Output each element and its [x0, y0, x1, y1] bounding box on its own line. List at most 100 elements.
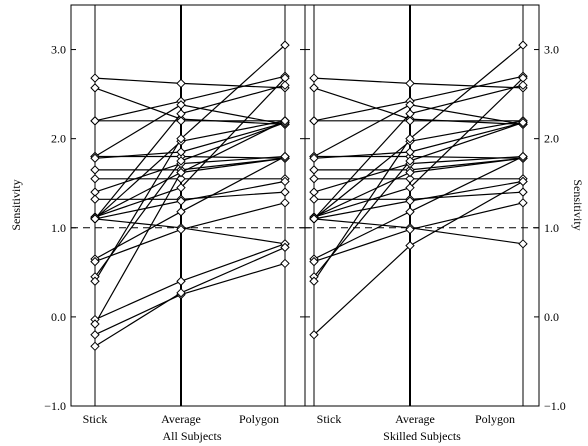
subject-line — [313, 202, 524, 263]
subject-line — [313, 122, 524, 159]
data-point — [90, 83, 100, 93]
y-tick-label: 0.0 — [51, 310, 66, 324]
data-point — [90, 153, 100, 163]
y-axis-title-left: Sensitivity — [9, 179, 23, 230]
left-panel: −1.0 0.0 1.0 2.0 3.0 Stick Average Polygon All … — [44, 4, 306, 443]
left-panel-data: Stick Average Polygon All Subjects — [71, 5, 305, 443]
data-point — [90, 330, 100, 340]
subject-line — [313, 180, 524, 220]
data-point — [405, 196, 415, 206]
data-point — [405, 156, 415, 166]
panel-label: Skilled Subjects — [383, 429, 461, 443]
data-point — [309, 165, 319, 175]
data-point — [280, 242, 290, 253]
data-point — [176, 224, 186, 235]
data-point — [518, 198, 528, 208]
data-point — [176, 147, 186, 157]
data-point — [176, 276, 186, 286]
subject-line — [94, 218, 286, 245]
subject-line — [94, 157, 286, 218]
data-point — [176, 167, 186, 178]
data-point — [405, 147, 415, 157]
data-point — [309, 214, 319, 224]
data-point — [90, 341, 100, 352]
data-point — [176, 78, 186, 89]
y-tick-label: 3.0 — [51, 43, 66, 57]
subject-line — [313, 157, 524, 218]
subject-line — [94, 202, 286, 263]
data-point — [309, 73, 319, 83]
data-point — [405, 240, 415, 251]
data-point — [405, 167, 415, 178]
data-point — [518, 239, 528, 249]
data-point — [90, 256, 100, 267]
data-point — [280, 80, 290, 90]
y-tick-label: 2.0 — [544, 132, 559, 146]
data-point — [176, 196, 186, 206]
y-tick-label: 3.0 — [544, 43, 559, 57]
data-point — [405, 182, 415, 193]
data-point — [518, 151, 528, 162]
data-point — [90, 319, 100, 329]
data-point — [280, 116, 290, 126]
data-point — [309, 153, 319, 163]
subject-line — [313, 180, 524, 336]
data-point — [309, 330, 319, 340]
right-panel: −1.0 0.0 1.0 2.0 3.0 Stick Average Polygon Skil… — [304, 4, 566, 443]
data-point — [176, 100, 186, 110]
data-point — [309, 194, 319, 204]
right-panel-data: Stick Average Polygon Skilled Subjects — [305, 5, 539, 443]
data-point — [90, 174, 100, 184]
data-point — [309, 174, 319, 184]
category-label: Average — [161, 412, 201, 426]
y-axis-title-right: Sensitivity — [571, 179, 585, 230]
category-label: Stick — [83, 412, 108, 426]
data-point — [405, 133, 415, 144]
data-point — [280, 187, 290, 197]
data-point — [280, 198, 290, 208]
y-tick-label: −1.0 — [44, 399, 66, 413]
data-point — [518, 40, 528, 50]
data-point — [176, 133, 186, 144]
subject-line — [314, 157, 524, 171]
category-label: Average — [395, 412, 435, 426]
y-tick-label: −1.0 — [544, 399, 566, 413]
y-tick-label: 1.0 — [51, 221, 66, 235]
data-point — [518, 117, 528, 128]
category-label: Polygon — [239, 412, 279, 426]
data-point — [309, 276, 319, 286]
panel-label: All Subjects — [163, 429, 222, 443]
data-point — [518, 80, 528, 90]
data-point — [90, 165, 100, 175]
subject-line — [94, 180, 286, 220]
data-point — [90, 116, 100, 126]
data-point — [176, 109, 186, 119]
y-tick-label: 0.0 — [544, 310, 559, 324]
y-tick-label: 2.0 — [51, 132, 66, 146]
data-point — [309, 116, 319, 126]
data-point — [405, 174, 415, 184]
data-point — [405, 78, 415, 89]
subject-line — [94, 246, 286, 347]
data-point — [90, 73, 100, 83]
data-point — [90, 214, 100, 224]
data-point — [405, 100, 415, 110]
category-label: Stick — [317, 412, 342, 426]
data-point — [405, 207, 415, 217]
y-tick-label: 1.0 — [544, 221, 559, 235]
data-point — [405, 116, 415, 126]
data-point — [405, 224, 415, 235]
data-point — [309, 256, 319, 267]
data-point — [280, 40, 290, 50]
data-point — [90, 194, 100, 204]
subject-line — [94, 243, 286, 321]
data-point — [176, 116, 186, 126]
data-point — [405, 109, 415, 119]
data-point — [309, 83, 319, 93]
data-point — [518, 176, 528, 187]
data-point — [280, 151, 290, 162]
data-point — [176, 174, 186, 184]
data-point — [280, 176, 290, 187]
subject-line — [313, 218, 524, 245]
